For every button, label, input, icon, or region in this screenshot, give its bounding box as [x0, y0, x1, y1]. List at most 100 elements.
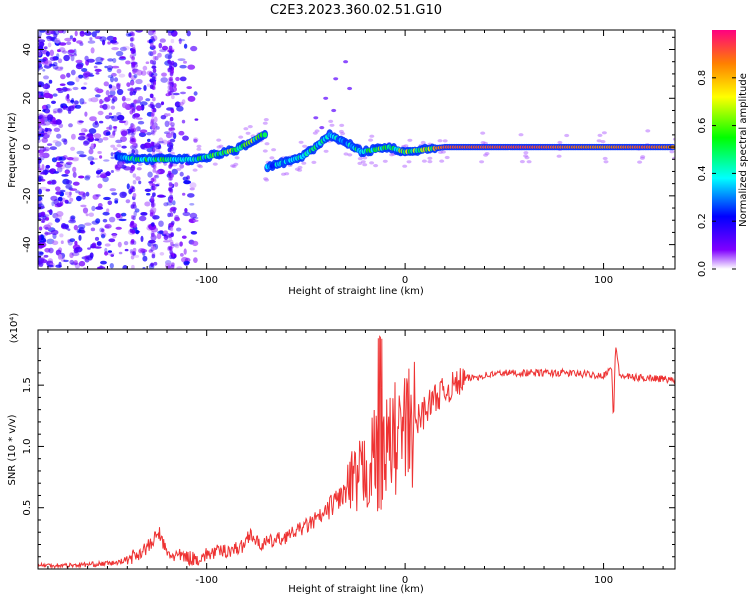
spectrogram-noise-cell: [52, 212, 59, 219]
spectrogram-streak-cell: [151, 246, 156, 251]
spectrogram-streak-cell: [149, 84, 154, 90]
spectrogram-noise-cell: [114, 198, 119, 202]
spectrogram-noise-cell: [53, 30, 60, 36]
spectrogram-noise-cell: [179, 64, 187, 69]
spectrogram-noise-cell: [51, 100, 56, 105]
spectrogram-noise-cell: [56, 166, 63, 173]
spectrogram-noise-cell: [66, 98, 71, 102]
snr-y-label: SNR (10 * v/v): [7, 414, 18, 485]
spectrogram-noise-cell: [146, 192, 151, 196]
spectrogram-noise-cell: [99, 98, 103, 105]
snr-marks: [38, 335, 675, 569]
spectrogram-noise-cell: [113, 126, 117, 133]
spectrogram-haze-cell: [519, 160, 525, 164]
spectrogram-noise-cell: [62, 155, 68, 160]
spectrogram-noise-cell: [78, 132, 86, 136]
spectrogram-noise-cell: [95, 194, 101, 197]
spectrogram-noise-cell: [38, 39, 46, 43]
spectrogram-noise-cell: [142, 255, 148, 262]
spectrogram-noise-cell: [181, 235, 187, 239]
spectrogram-noise-cell: [80, 204, 87, 208]
spectrogram-noise-cell: [56, 133, 62, 139]
spectrogram-noise-cell: [57, 66, 64, 72]
spectrogram-noise-cell: [136, 105, 142, 111]
spectrogram-noise-cell: [76, 150, 85, 155]
spectrogram-noise-cell: [135, 229, 139, 235]
spectrogram-noise-cell: [56, 87, 63, 92]
spectrogram-noise-cell: [140, 235, 144, 242]
spectrogram-noise-cell: [176, 105, 184, 112]
spectrogram-noise-cell: [192, 249, 198, 253]
spectrogram-noise-cell: [88, 148, 94, 155]
spectrogram-streak-cell: [168, 65, 173, 70]
spectrogram-haze-cell: [427, 156, 433, 160]
spectrogram-noise-cell: [89, 161, 95, 165]
spectrogram-noise-cell: [65, 179, 73, 185]
spectrogram-streak-cell: [170, 173, 175, 178]
spectrogram-noise-cell: [120, 130, 128, 137]
spectrogram-noise-cell: [95, 218, 101, 224]
spectrogram-haze-cell: [347, 153, 353, 157]
spectrogram-noise-cell: [190, 231, 198, 235]
spectrogram-haze-cell: [234, 156, 240, 160]
spectrogram-noise-cell: [70, 215, 76, 220]
spectrogram-noise-cell: [102, 136, 109, 141]
spectrogram-noise-cell: [60, 74, 66, 80]
spectrogram-streak-cell: [169, 226, 174, 232]
spectrogram-haze-cell: [603, 160, 609, 164]
spectrogram-streak-cell: [130, 255, 135, 260]
spectrogram-noise-cell: [78, 260, 86, 267]
spectrogram-noise-cell: [130, 75, 137, 81]
spectrogram-noise-cell: [108, 216, 116, 223]
spectrogram-noise-cell: [64, 88, 72, 92]
spectrogram-noise-cell: [49, 63, 56, 67]
spectrogram-streak-cell: [132, 215, 136, 221]
spectrogram-streak-cell: [130, 37, 135, 42]
spectrogram-streak-cell: [152, 55, 157, 61]
spectrogram-noise-cell: [119, 191, 127, 198]
spectrogram-noise-cell: [161, 72, 167, 77]
spectrogram-noise-cell: [102, 218, 108, 223]
spectrogram-noise-cell: [147, 171, 153, 178]
spectrogram-streak-cell: [131, 132, 135, 137]
spectrogram-streak-cell: [130, 185, 134, 190]
spectrogram-streak-cell: [151, 111, 155, 117]
spectrogram-noise-cell: [105, 171, 111, 177]
spectrogram-noise-cell: [109, 89, 116, 97]
spectrogram-noise-cell: [134, 208, 140, 213]
spectrogram-noise-cell: [95, 72, 100, 75]
spectrogram-feature-cell: [323, 96, 329, 100]
spectrogram-noise-cell: [116, 112, 122, 116]
spectrogram-noise-cell: [183, 60, 187, 64]
spectrogram-feature-cell: [333, 77, 339, 81]
spectrogram-noise-cell: [110, 152, 114, 157]
spectrogram-noise-cell: [136, 69, 143, 76]
spectrogram-noise-cell: [106, 126, 111, 130]
spectrogram-noise-cell: [178, 101, 184, 106]
spectrogram-noise-cell: [148, 239, 156, 244]
spectrogram-noise-cell: [73, 247, 79, 254]
spectrogram-noise-cell: [159, 252, 165, 256]
spectrogram-noise-cell: [183, 43, 188, 49]
spectrogram-haze-cell: [640, 155, 646, 159]
spectrogram-noise-cell: [181, 119, 186, 124]
spectrogram-noise-cell: [94, 62, 103, 65]
spectrogram-noise-cell: [187, 95, 196, 102]
spectrogram-streak-cell: [167, 54, 172, 60]
spectrogram-noise-cell: [59, 233, 64, 238]
spectrogram-streak-cell: [151, 125, 156, 130]
spectrogram-noise-cell: [107, 94, 113, 98]
spectrogram-haze-cell: [169, 151, 175, 155]
snr-panel: -100 0 100 0.5 1.0 1.5 Height of straight li…: [7, 313, 676, 595]
spectrogram-noise-cell: [76, 40, 83, 44]
spectrogram-noise-cell: [49, 56, 57, 62]
spectrogram-noise-cell: [179, 76, 187, 82]
spectrogram-noise-cell: [39, 30, 46, 33]
spectrogram-noise-cell: [90, 47, 95, 54]
spectrogram-noise-cell: [112, 58, 117, 63]
spectrogram-noise-cell: [56, 211, 64, 217]
spectrogram-haze-cell: [110, 144, 116, 148]
spectrogram-noise-cell: [42, 121, 51, 126]
spectrogram-noise-cell: [174, 182, 179, 187]
spectrogram-noise-cell: [74, 30, 78, 37]
